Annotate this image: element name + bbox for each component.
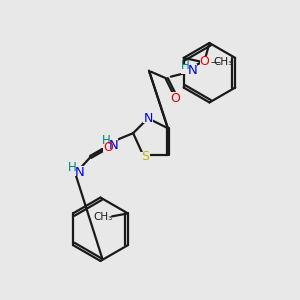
Text: O: O [200, 55, 209, 68]
FancyBboxPatch shape [140, 152, 150, 162]
Text: H: H [68, 161, 77, 174]
FancyBboxPatch shape [181, 64, 196, 74]
FancyBboxPatch shape [143, 113, 153, 123]
FancyBboxPatch shape [103, 144, 112, 152]
Text: O: O [103, 140, 113, 154]
Text: H: H [102, 134, 111, 147]
Text: N: N [109, 139, 118, 152]
Text: N: N [143, 112, 153, 125]
FancyBboxPatch shape [170, 92, 179, 101]
Text: O: O [170, 92, 180, 105]
Text: CH₃: CH₃ [214, 57, 233, 67]
Text: N: N [75, 166, 85, 179]
FancyBboxPatch shape [200, 57, 209, 66]
Text: CH₃: CH₃ [94, 212, 113, 222]
Text: H: H [181, 59, 190, 72]
Text: —: — [211, 57, 220, 67]
FancyBboxPatch shape [69, 166, 85, 176]
Text: N: N [188, 64, 197, 77]
Text: S: S [141, 150, 149, 164]
FancyBboxPatch shape [102, 138, 118, 148]
